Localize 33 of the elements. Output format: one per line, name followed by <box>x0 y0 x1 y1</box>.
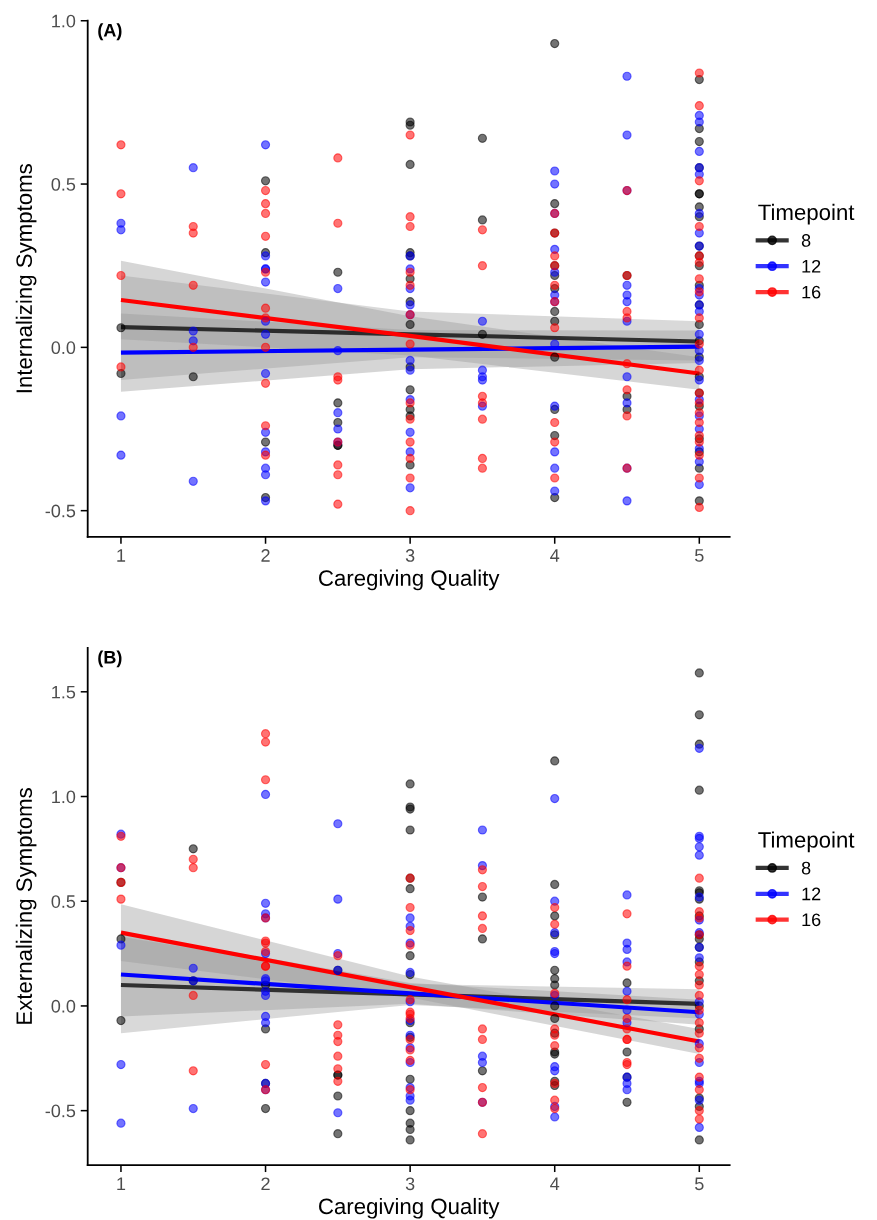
x-tick-label: 5 <box>695 549 704 562</box>
chart-title: (B) <box>98 650 122 668</box>
x-axis-title: Caregiving Quality <box>319 1197 500 1219</box>
legend-label: 16 <box>802 913 821 927</box>
x-axis-title: Caregiving Quality <box>319 569 500 591</box>
y-tick-label: 0.0 <box>51 341 76 355</box>
x-tick-label: 3 <box>405 549 415 562</box>
x-tick-label: 3 <box>405 1177 415 1191</box>
legend-title: Timepoint <box>758 203 855 225</box>
x-tick-label: 2 <box>261 549 270 562</box>
y-tick-label: 1.0 <box>52 14 76 28</box>
chart-title: (A) <box>98 23 122 41</box>
legend-label: 8 <box>801 234 811 247</box>
x-tick-label: 5 <box>695 1177 704 1191</box>
legend-label: 8 <box>801 861 811 875</box>
y-tick-label: -0.5 <box>45 1104 76 1118</box>
x-tick-label: 4 <box>550 1177 560 1190</box>
legend-label: 12 <box>802 259 821 273</box>
x-tick-label: 2 <box>261 1177 270 1190</box>
y-axis-title: Externalizing Symptoms <box>15 788 37 1024</box>
y-axis-title: Internalizing Symptoms <box>15 164 37 393</box>
y-tick-label: 0.0 <box>51 999 76 1013</box>
x-tick-label: 1 <box>117 1177 126 1190</box>
x-tick-label: 4 <box>550 549 560 562</box>
y-tick-label: 0.5 <box>51 895 76 908</box>
legend-label: 16 <box>802 285 821 299</box>
legend-label: 12 <box>802 887 821 901</box>
y-tick-label: 0.5 <box>51 177 76 191</box>
y-tick-label: 1.5 <box>52 685 76 699</box>
legend-title: Timepoint <box>758 831 855 853</box>
y-tick-label: 1.0 <box>52 790 76 804</box>
x-tick-label: 1 <box>117 549 126 562</box>
y-tick-label: -0.5 <box>45 504 76 518</box>
